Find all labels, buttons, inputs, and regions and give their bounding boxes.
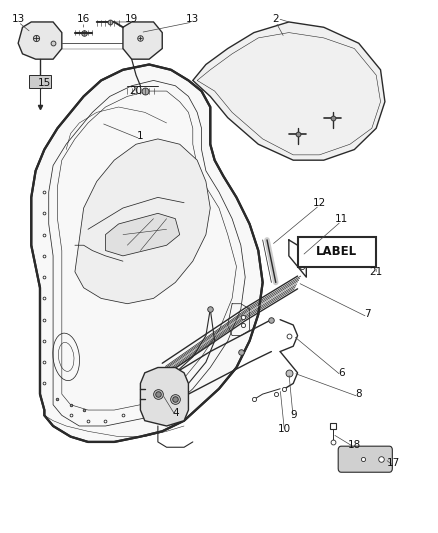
Polygon shape <box>193 22 385 160</box>
Text: 16: 16 <box>77 14 90 25</box>
Text: 15: 15 <box>38 78 51 88</box>
Text: 4: 4 <box>172 408 179 418</box>
Text: 20: 20 <box>130 86 143 96</box>
Text: 1: 1 <box>137 131 144 141</box>
Text: 19: 19 <box>125 14 138 25</box>
Text: 17: 17 <box>387 458 400 468</box>
Text: 10: 10 <box>278 424 291 434</box>
Text: 7: 7 <box>364 309 371 319</box>
Polygon shape <box>123 22 162 59</box>
Polygon shape <box>31 64 263 442</box>
Polygon shape <box>18 22 62 59</box>
Text: 11: 11 <box>335 214 348 224</box>
Text: 18: 18 <box>348 440 361 450</box>
Text: 9: 9 <box>290 410 297 421</box>
Text: 13: 13 <box>186 14 199 25</box>
Polygon shape <box>141 368 188 426</box>
Text: 6: 6 <box>338 368 345 378</box>
Polygon shape <box>75 139 210 304</box>
FancyBboxPatch shape <box>297 237 376 266</box>
Text: 13: 13 <box>11 14 25 25</box>
Polygon shape <box>106 213 180 256</box>
Text: LABEL: LABEL <box>316 245 357 258</box>
Text: 12: 12 <box>313 198 326 208</box>
Bar <box>29 75 51 88</box>
Text: 2: 2 <box>272 14 279 25</box>
Text: 8: 8 <box>355 389 362 399</box>
Text: 21: 21 <box>370 267 383 277</box>
FancyBboxPatch shape <box>338 446 392 472</box>
